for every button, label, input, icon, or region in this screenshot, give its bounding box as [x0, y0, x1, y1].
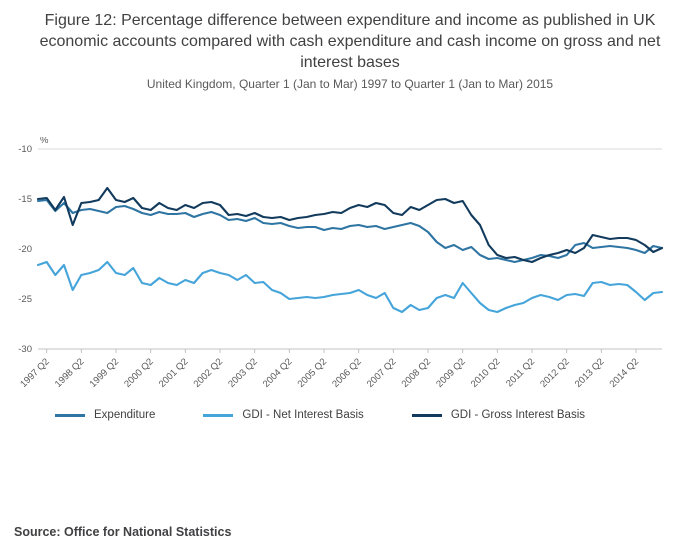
svg-text:2010 Q2: 2010 Q2	[469, 357, 503, 391]
chart-page: Figure 12: Percentage difference between…	[0, 10, 700, 539]
svg-text:2014 Q2: 2014 Q2	[608, 357, 642, 391]
legend-item-net-interest: GDI - Net Interest Basis	[203, 409, 364, 422]
legend-item-expenditure: Expenditure	[55, 409, 155, 421]
svg-text:2005 Q2: 2005 Q2	[296, 357, 330, 391]
svg-text:-20: -20	[18, 244, 32, 255]
svg-text:-25: -25	[18, 294, 32, 305]
svg-text:2002 Q2: 2002 Q2	[192, 357, 226, 391]
svg-text:2006 Q2: 2006 Q2	[330, 357, 364, 391]
page-title: Figure 12: Percentage difference between…	[39, 12, 661, 72]
svg-text:1998 Q2: 1998 Q2	[53, 357, 87, 391]
svg-text:1997 Q2: 1997 Q2	[18, 357, 52, 391]
svg-text:2012 Q2: 2012 Q2	[538, 357, 572, 391]
svg-text:%: %	[40, 137, 49, 146]
expenditure-line-swatch-icon	[55, 413, 85, 417]
svg-text:-30: -30	[18, 344, 32, 355]
net-interest-line-swatch-icon	[203, 413, 234, 417]
chart-figure: -10 -15 -20 -25 -30% 1997 Q2 1998 Q2 1999 Q2 200…	[0, 137, 700, 421]
svg-text:1999 Q2: 1999 Q2	[88, 357, 122, 391]
gross-interest-line-swatch-icon	[411, 413, 442, 417]
svg-text:-10: -10	[18, 144, 32, 155]
legend-item-gross-interest: GDI - Gross Interest Basis	[411, 409, 586, 422]
svg-text:2000 Q2: 2000 Q2	[122, 357, 156, 391]
svg-text:2011 Q2: 2011 Q2	[504, 357, 537, 390]
svg-text:2009 Q2: 2009 Q2	[434, 357, 468, 391]
legend-label: Expenditure	[94, 409, 156, 422]
source-text: Source: Office for National Statistics	[14, 525, 232, 539]
legend-label: GDI - Net Interest Basis	[242, 409, 364, 422]
svg-text:2008 Q2: 2008 Q2	[400, 357, 434, 391]
line-chart: -10-15-20-25-30%1997 Q2 1998 Q2 1999 Q2 200…	[18, 137, 664, 391]
svg-text:2013 Q2: 2013 Q2	[573, 357, 607, 391]
svg-text:2001 Q2: 2001 Q2	[157, 357, 191, 391]
svg-text:-15: -15	[18, 194, 32, 205]
svg-text:2003 Q2: 2003 Q2	[226, 357, 260, 391]
chart-legend: Expenditure GDI - Net Interest Basis GDI…	[55, 409, 700, 421]
svg-text:2004 Q2: 2004 Q2	[261, 357, 295, 391]
legend-label: GDI - Gross Interest Basis	[450, 409, 586, 422]
svg-text:2007 Q2: 2007 Q2	[365, 357, 399, 391]
page-subtitle: United Kingdom, Quarter 1 (Jan to Mar) 1…	[146, 77, 554, 92]
